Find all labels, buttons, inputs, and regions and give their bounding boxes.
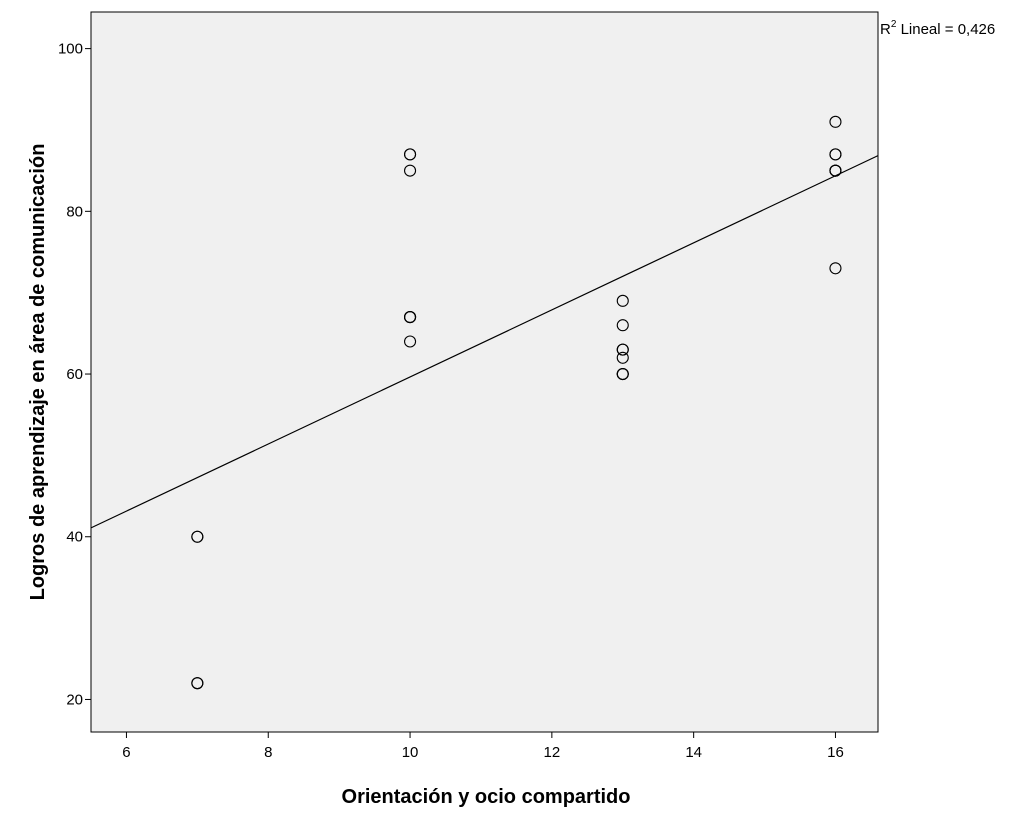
x-axis: 6 8 10 12 14 16 xyxy=(122,732,844,761)
data-point xyxy=(829,148,842,161)
r2-base: R xyxy=(880,21,891,38)
r2-superscript: 2 xyxy=(891,19,897,30)
y-tick-label: 100 xyxy=(58,41,83,58)
y-axis-title: Logros de aprendizaje en área de comunic… xyxy=(27,144,49,601)
data-point xyxy=(616,319,629,332)
fit-line-layer xyxy=(91,155,878,529)
y-tick-label: 20 xyxy=(66,691,83,708)
data-point xyxy=(191,677,204,690)
x-tick-label: 6 xyxy=(122,744,130,761)
data-point xyxy=(404,311,417,324)
data-points xyxy=(191,115,842,690)
data-point xyxy=(829,262,842,275)
data-point xyxy=(829,164,842,177)
x-axis-title: Orientación y ocio compartido xyxy=(342,786,631,808)
x-tick-label: 12 xyxy=(544,744,561,761)
data-point xyxy=(829,115,842,128)
data-point xyxy=(404,164,417,177)
fit-line xyxy=(91,155,878,529)
data-point xyxy=(616,367,629,381)
y-tick-label: 60 xyxy=(66,366,83,383)
x-tick-label: 16 xyxy=(827,744,844,761)
data-point xyxy=(616,343,629,356)
data-point xyxy=(404,148,417,161)
data-point xyxy=(404,335,417,348)
plot-area xyxy=(90,11,879,733)
data-point xyxy=(616,351,629,364)
y-axis: 20 40 60 80 100 xyxy=(58,41,91,708)
r-squared-annotation: R2 Lineal = 0,426 xyxy=(880,19,995,38)
x-tick-label: 8 xyxy=(264,744,272,761)
y-tick-label: 80 xyxy=(66,203,83,220)
data-point xyxy=(616,294,629,307)
r2-value: Lineal = 0,426 xyxy=(896,21,995,38)
x-tick-label: 10 xyxy=(402,744,419,761)
data-point xyxy=(191,530,204,543)
y-tick-label: 40 xyxy=(66,529,83,546)
x-tick-label: 14 xyxy=(685,744,702,761)
